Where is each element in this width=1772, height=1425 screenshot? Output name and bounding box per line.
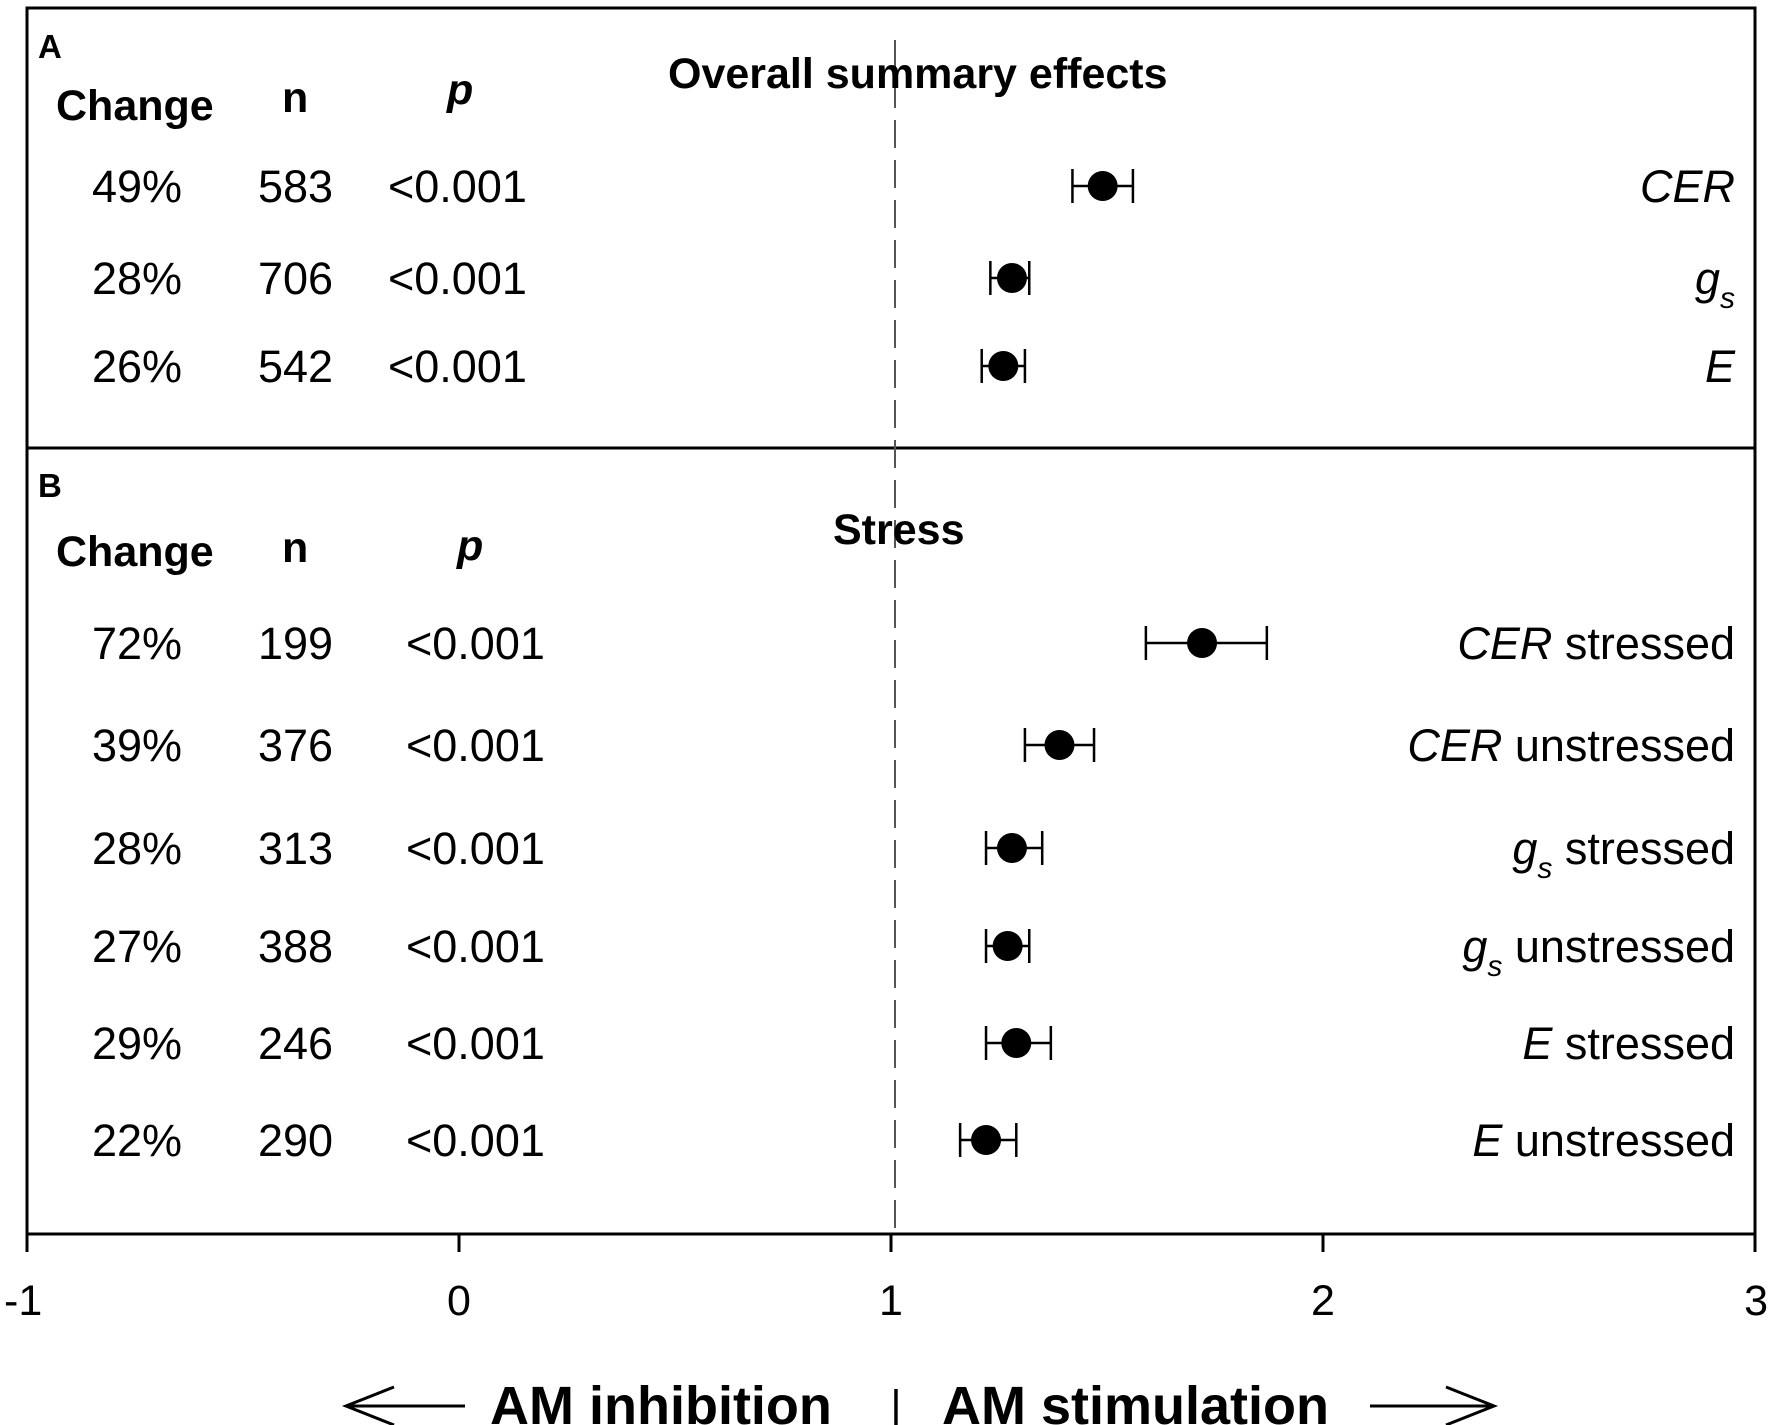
x-tick-label: 0 [447, 1277, 471, 1325]
panel-b-header-n: n [282, 524, 308, 572]
variable-symbol: g [1695, 253, 1720, 304]
variable-symbol: E [1522, 1018, 1553, 1069]
effect-point [996, 833, 1027, 863]
effect-point [1087, 171, 1118, 201]
variable-subscript: s [1720, 282, 1735, 315]
change-value: 26% [92, 341, 182, 392]
n-value: 376 [258, 720, 333, 771]
n-value: 583 [258, 161, 333, 212]
effect-point [992, 931, 1023, 961]
variable-label: E stressed [1522, 1018, 1735, 1069]
variable-suffix: unstressed [1502, 921, 1735, 972]
p-value: <0.001 [406, 823, 545, 874]
variable-suffix: stressed [1552, 823, 1735, 874]
x-tick-label: 2 [1311, 1277, 1335, 1325]
panel-a-title: Overall summary effects [668, 50, 1168, 98]
p-value: <0.001 [406, 1115, 545, 1166]
data-row: 29% 246 <0.001 E stressed [92, 1018, 1735, 1069]
change-value: 28% [92, 823, 182, 874]
x-tick-label: 3 [1744, 1277, 1768, 1325]
effect-point [1187, 628, 1218, 658]
panel-b-title: Stress [833, 506, 964, 554]
n-value: 706 [258, 253, 333, 304]
variable-suffix: stressed [1552, 618, 1735, 669]
effect-point [1001, 1028, 1032, 1058]
data-row: 39% 376 <0.001 CER unstressed [92, 720, 1735, 771]
x-axis: -1 0 1 2 3 [4, 1234, 1768, 1325]
panel-b-label: B [38, 467, 62, 504]
variable-label: E unstressed [1472, 1115, 1735, 1166]
effect-point [1044, 730, 1075, 760]
variable-symbol: g [1462, 921, 1487, 972]
variable-symbol: E [1705, 341, 1736, 392]
n-value: 290 [258, 1115, 333, 1166]
variable-symbol: E [1472, 1115, 1503, 1166]
data-row: 27% 388 <0.001 gs unstressed [92, 921, 1735, 983]
panel-a-header-n: n [282, 74, 308, 122]
variable-suffix: unstressed [1502, 720, 1735, 771]
p-value: <0.001 [388, 341, 527, 392]
panel-a-header-change: Change [56, 82, 214, 130]
direction-separator: | [890, 1382, 901, 1425]
data-row: 28% 313 <0.001 gs stressed [92, 823, 1735, 885]
p-value: <0.001 [406, 921, 545, 972]
variable-symbol: CER [1407, 720, 1502, 771]
variable-subscript: s [1537, 852, 1552, 885]
change-value: 72% [92, 618, 182, 669]
variable-subscript: s [1487, 950, 1502, 983]
data-row: 26% 542 <0.001 E [92, 341, 1736, 392]
panel-b-header-p: p [456, 522, 483, 570]
effect-point [988, 351, 1019, 381]
data-row: 49% 583 <0.001 CER [92, 161, 1735, 212]
panel-a-label: A [38, 28, 62, 65]
inhibition-label: AM inhibition [490, 1376, 832, 1425]
change-value: 22% [92, 1115, 182, 1166]
change-value: 49% [92, 161, 182, 212]
x-tick-label: -1 [4, 1277, 42, 1325]
variable-suffix: stressed [1552, 1018, 1735, 1069]
n-value: 313 [258, 823, 333, 874]
stimulation-label: AM stimulation [942, 1376, 1329, 1425]
effect-point [996, 263, 1027, 293]
variable-symbol: CER [1640, 161, 1735, 212]
panel-a-header-p: p [446, 66, 473, 114]
n-value: 199 [258, 618, 333, 669]
effect-point [971, 1125, 1002, 1155]
p-value: <0.001 [388, 161, 527, 212]
n-value: 388 [258, 921, 333, 972]
variable-label: gs stressed [1512, 823, 1735, 885]
change-value: 27% [92, 921, 182, 972]
p-value: <0.001 [406, 720, 545, 771]
variable-label: CER unstressed [1407, 720, 1735, 771]
x-tick-label: 1 [879, 1277, 903, 1325]
variable-label: gs unstressed [1462, 921, 1735, 983]
variable-label: CER [1640, 161, 1735, 212]
n-value: 542 [258, 341, 333, 392]
variable-label: gs [1695, 253, 1735, 315]
p-value: <0.001 [406, 618, 545, 669]
p-value: <0.001 [388, 253, 527, 304]
change-value: 29% [92, 1018, 182, 1069]
change-value: 39% [92, 720, 182, 771]
data-row: 22% 290 <0.001 E unstressed [92, 1115, 1735, 1166]
direction-labels: AM inhibition | AM stimulation [341, 1376, 1499, 1425]
data-row: 28% 706 <0.001 gs [92, 253, 1735, 315]
variable-symbol: CER [1457, 618, 1552, 669]
variable-symbol: g [1512, 823, 1537, 874]
n-value: 246 [258, 1018, 333, 1069]
panel-b-header-change: Change [56, 528, 214, 576]
p-value: <0.001 [406, 1018, 545, 1069]
variable-label: E [1705, 341, 1736, 392]
left-arrow-head [341, 1385, 395, 1425]
variable-label: CER stressed [1457, 618, 1735, 669]
change-value: 28% [92, 253, 182, 304]
variable-suffix: unstressed [1502, 1115, 1735, 1166]
right-arrow-head [1445, 1385, 1499, 1425]
data-row: 72% 199 <0.001 CER stressed [92, 618, 1735, 669]
